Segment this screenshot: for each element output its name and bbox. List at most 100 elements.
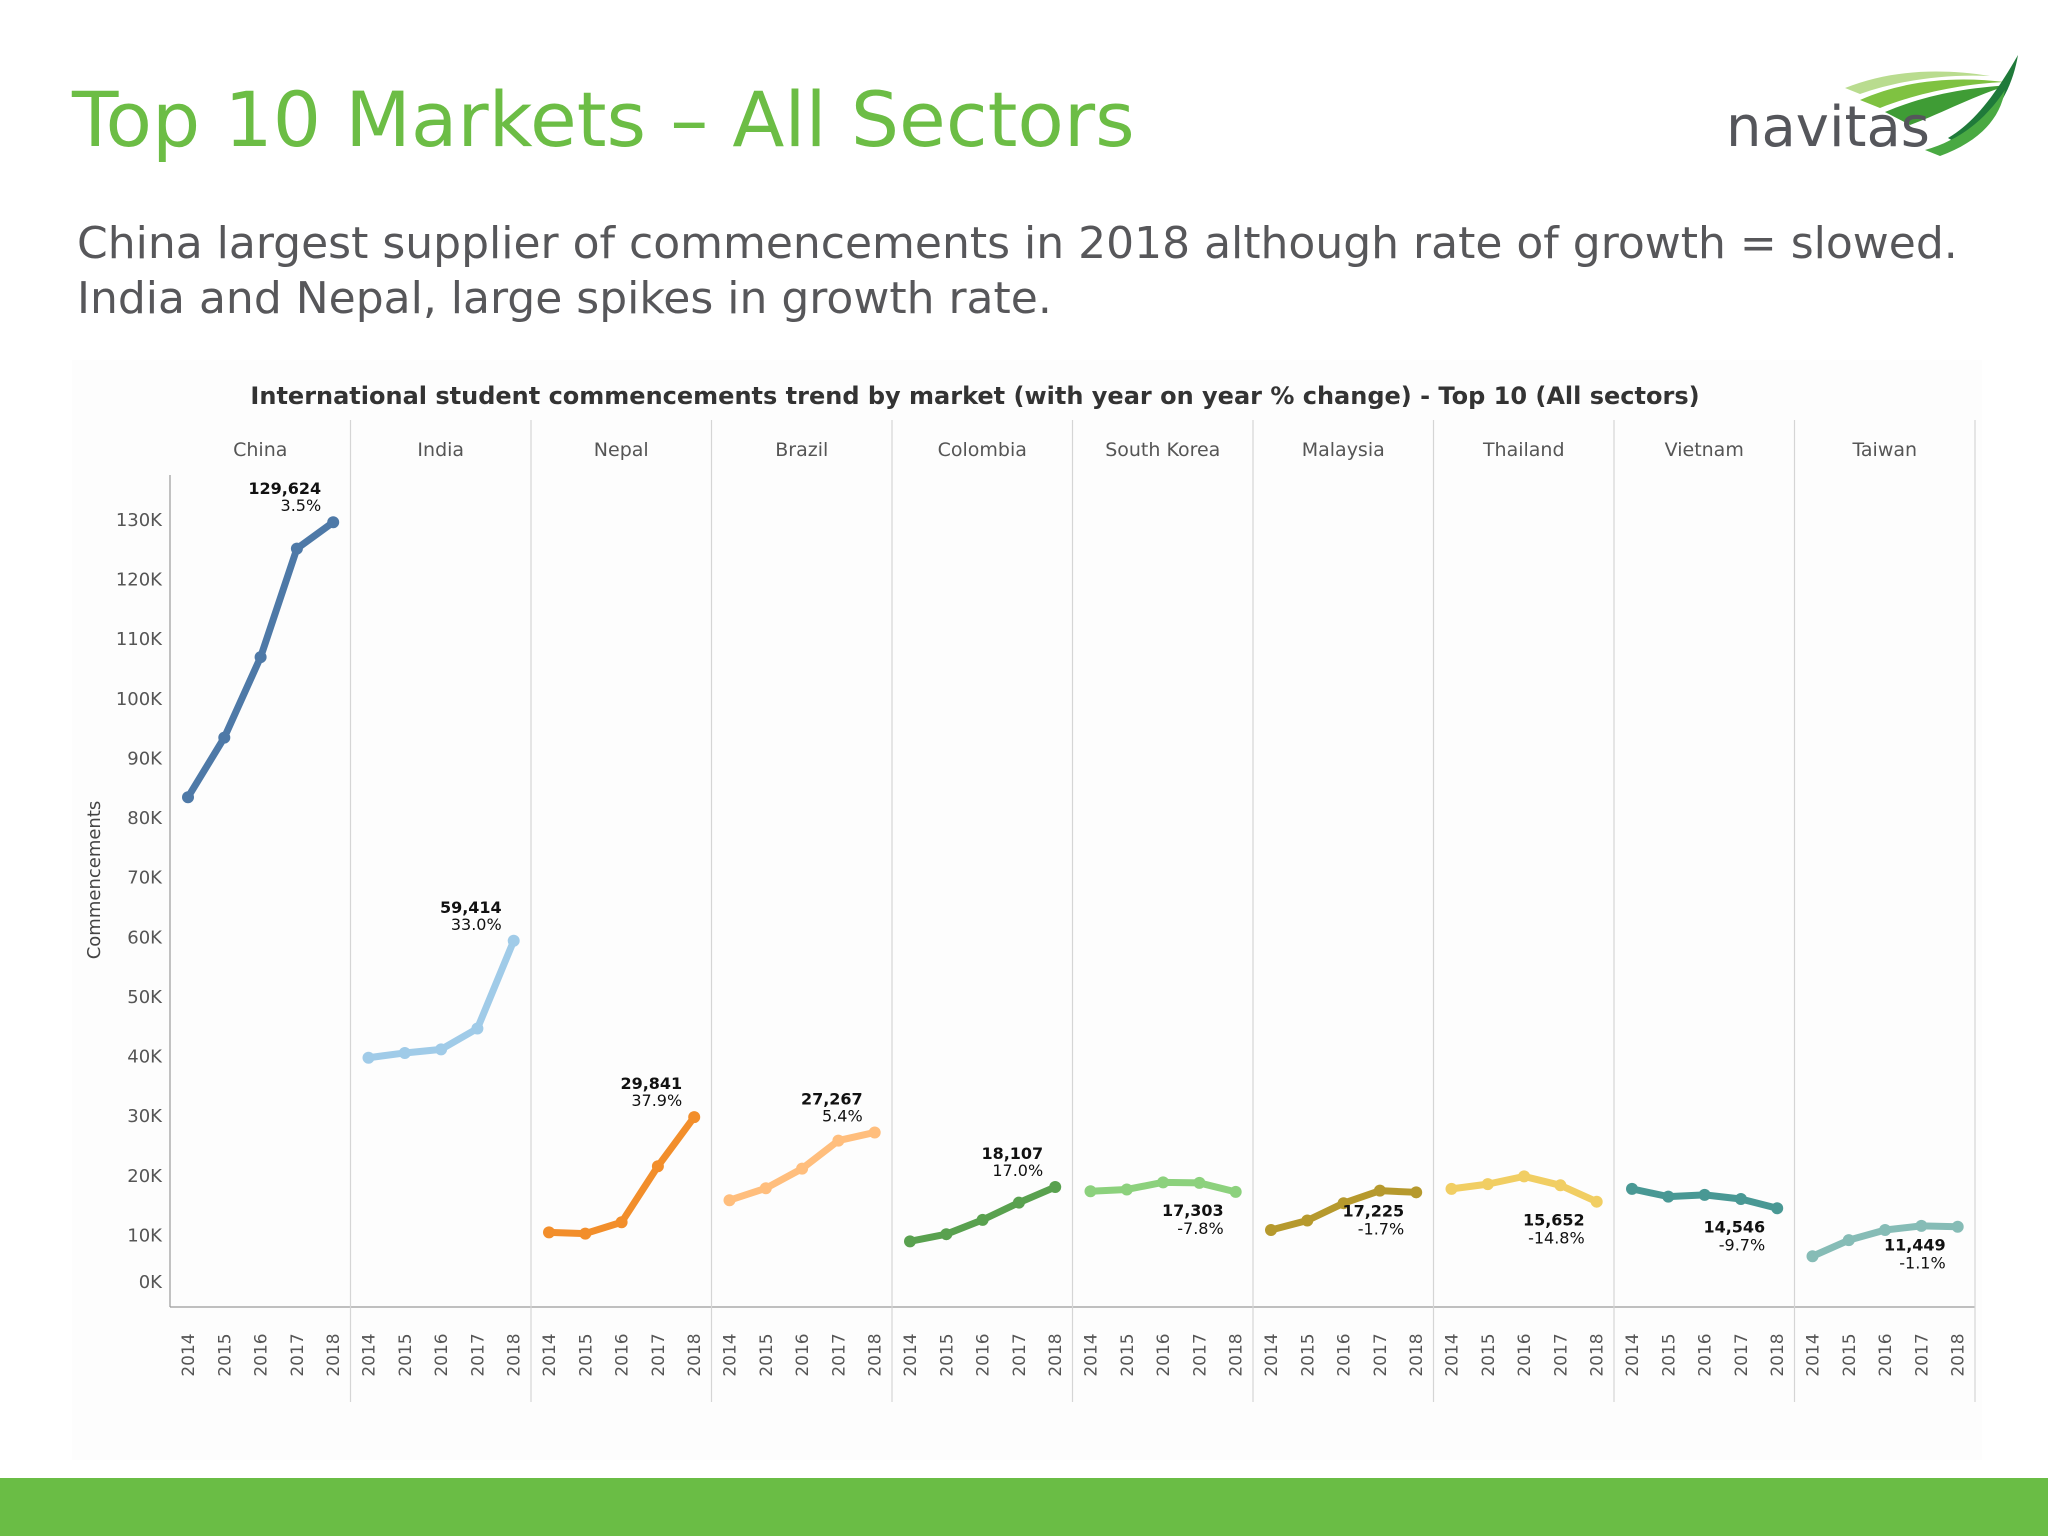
x-tick-label: 2017 <box>1371 1333 1391 1376</box>
x-tick-label: 2017 <box>649 1333 669 1376</box>
x-tick-label: 2016 <box>432 1333 452 1376</box>
data-point <box>435 1043 448 1056</box>
line-chart: International student commencements tren… <box>84 382 1976 1402</box>
value-label: 129,624 <box>248 479 321 498</box>
data-point <box>471 1022 484 1035</box>
x-tick-label: 2018 <box>1407 1333 1427 1376</box>
x-tick-label: 2016 <box>613 1333 633 1376</box>
data-point <box>1590 1195 1603 1208</box>
data-point <box>182 791 194 804</box>
y-tick-label: 30K <box>127 1106 163 1127</box>
data-point <box>1518 1170 1531 1183</box>
data-point <box>1265 1224 1277 1237</box>
x-tick-label: 2014 <box>901 1333 921 1376</box>
x-tick-label: 2015 <box>937 1333 957 1376</box>
change-label: 5.4% <box>822 1106 863 1125</box>
value-label: 14,546 <box>1703 1217 1765 1236</box>
value-label: 27,267 <box>801 1089 863 1108</box>
x-tick-label: 2017 <box>288 1333 308 1376</box>
data-point <box>1193 1176 1206 1189</box>
y-tick-label: 20K <box>127 1166 163 1187</box>
x-tick-label: 2017 <box>1010 1333 1030 1376</box>
pane-header: South Korea <box>1105 439 1220 461</box>
y-tick-label: 130K <box>116 510 163 531</box>
data-point <box>832 1134 845 1147</box>
change-label: -7.8% <box>1177 1219 1223 1238</box>
series-line <box>545 1113 698 1238</box>
data-point <box>651 1160 664 1173</box>
x-tick-label: 2015 <box>396 1333 416 1376</box>
pane-header: Colombia <box>938 439 1027 461</box>
data-point <box>1337 1197 1350 1210</box>
x-tick-label: 2015 <box>1479 1333 1499 1376</box>
x-tick-label: 2014 <box>1623 1333 1643 1376</box>
pane-header: India <box>417 439 464 461</box>
x-tick-label: 2016 <box>1696 1333 1716 1376</box>
data-point <box>796 1162 809 1175</box>
data-point <box>1120 1183 1133 1196</box>
x-tick-label: 2018 <box>505 1333 525 1376</box>
x-tick-label: 2017 <box>1732 1333 1752 1376</box>
data-point <box>759 1182 772 1195</box>
data-point <box>1410 1186 1423 1199</box>
change-label: 17.0% <box>992 1161 1043 1180</box>
data-point <box>1915 1219 1928 1232</box>
chart-panel: International student commencements tren… <box>72 360 1982 1460</box>
data-point <box>254 651 267 664</box>
x-tick-label: 2018 <box>1588 1333 1608 1376</box>
x-tick-label: 2018 <box>1227 1333 1247 1376</box>
x-tick-label: 2015 <box>215 1333 235 1376</box>
data-point <box>218 731 231 744</box>
data-point <box>1626 1182 1638 1195</box>
change-label: -9.7% <box>1719 1235 1765 1254</box>
x-tick-label: 2017 <box>1551 1333 1571 1376</box>
x-tick-label: 2016 <box>1335 1333 1355 1376</box>
x-tick-label: 2016 <box>1515 1333 1535 1376</box>
x-tick-label: 2014 <box>179 1333 199 1376</box>
y-tick-label: 110K <box>116 629 163 650</box>
x-tick-label: 2016 <box>252 1333 272 1376</box>
x-tick-label: 2014 <box>360 1333 380 1376</box>
x-tick-label: 2018 <box>1768 1333 1788 1376</box>
pane-header: Taiwan <box>1851 439 1917 461</box>
x-tick-label: 2015 <box>576 1333 596 1376</box>
slide-title: Top 10 Markets – All Sectors <box>72 75 1135 164</box>
data-point <box>868 1126 881 1139</box>
value-label: 11,449 <box>1884 1236 1946 1255</box>
y-tick-label: 40K <box>127 1047 163 1068</box>
x-tick-label: 2014 <box>1443 1333 1463 1376</box>
data-point <box>1698 1188 1711 1201</box>
data-point <box>1554 1179 1567 1192</box>
logo-wordmark: navitas <box>1726 95 1930 160</box>
data-point <box>290 542 303 555</box>
chart-title: International student commencements tren… <box>250 382 1699 410</box>
change-label: -1.1% <box>1899 1254 1945 1273</box>
x-tick-label: 2016 <box>793 1333 813 1376</box>
data-point <box>1662 1190 1675 1203</box>
x-tick-label: 2015 <box>1118 1333 1138 1376</box>
data-point <box>1012 1196 1025 1209</box>
data-point <box>1842 1234 1855 1247</box>
data-point <box>1806 1250 1819 1263</box>
data-point <box>1373 1184 1386 1197</box>
change-label: -14.8% <box>1528 1229 1585 1248</box>
y-tick-label: 50K <box>127 987 163 1008</box>
data-point <box>398 1046 411 1059</box>
x-tick-label: 2018 <box>1046 1333 1066 1376</box>
data-point <box>1951 1220 1964 1233</box>
pane-header: China <box>233 439 287 461</box>
data-point <box>904 1235 916 1248</box>
x-tick-label: 2018 <box>1949 1333 1969 1376</box>
data-point <box>940 1228 953 1241</box>
y-tick-label: 80K <box>127 808 163 829</box>
data-point <box>1481 1178 1494 1191</box>
value-label: 18,107 <box>981 1144 1043 1163</box>
data-point <box>579 1227 592 1240</box>
x-tick-label: 2015 <box>1840 1333 1860 1376</box>
x-tick-label: 2014 <box>721 1333 741 1376</box>
x-tick-label: 2018 <box>866 1333 886 1376</box>
y-tick-label: 100K <box>116 689 163 710</box>
slide-subtitle: China largest supplier of commencements … <box>77 218 1958 324</box>
change-label: 3.5% <box>281 496 322 515</box>
x-tick-label: 2015 <box>1659 1333 1679 1376</box>
